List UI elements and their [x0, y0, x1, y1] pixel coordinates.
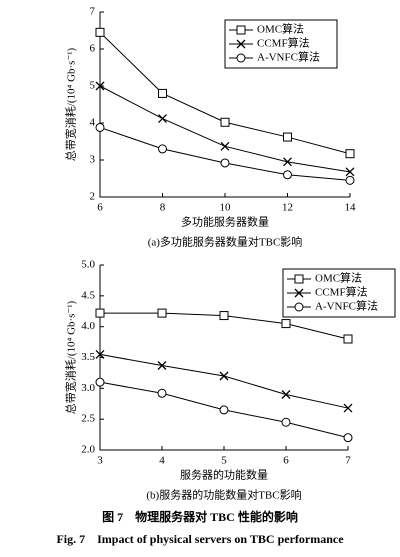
legend-label: A-VNFC算法 [257, 50, 320, 64]
y-tick-label: 4.0 [81, 320, 95, 332]
x-tick-label: 4 [159, 455, 165, 467]
x-tick-label: 6 [97, 202, 103, 214]
x-tick-label: 12 [282, 202, 293, 214]
marker [219, 405, 229, 415]
y-tick-label: 3 [90, 154, 96, 166]
marker [157, 361, 167, 370]
y-tick-label: 6 [90, 43, 96, 55]
y-tick-label: 3.5 [81, 351, 95, 363]
marker [236, 53, 246, 63]
marker [157, 388, 167, 398]
y-tick-label: 7 [90, 6, 96, 18]
marker [281, 319, 291, 329]
x-tick-label: 10 [220, 202, 232, 214]
marker [220, 158, 230, 168]
marker [158, 144, 167, 154]
marker [343, 334, 353, 344]
y-tick-label: 5 [90, 80, 96, 92]
marker [283, 132, 292, 142]
marker [95, 122, 105, 132]
y-tick-label: 5.0 [81, 259, 95, 271]
y-axis-label: 总带宽消耗/(10⁴ Gb·s⁻¹) [64, 47, 78, 161]
x-tick-label: 3 [97, 455, 103, 467]
legend-label: OMC算法 [315, 271, 362, 285]
marker [236, 25, 246, 35]
x-tick-label: 7 [345, 455, 351, 467]
y-tick-label: 4 [90, 117, 96, 129]
marker [343, 433, 353, 443]
marker [281, 417, 291, 427]
y-tick-label: 4.5 [81, 289, 95, 301]
legend-label: OMC算法 [257, 22, 304, 36]
x-axis-label: 服务器的功能数量 [180, 468, 268, 482]
y-tick-label: 2.5 [81, 413, 95, 425]
x-tick-label: 8 [160, 202, 166, 214]
x-tick-label: 14 [345, 202, 357, 214]
marker [283, 157, 292, 167]
marker [294, 288, 304, 298]
marker [95, 308, 105, 318]
y-tick-label: 2 [90, 191, 96, 203]
marker [95, 81, 105, 91]
legend-label: CCMF算法 [257, 36, 310, 50]
marker [220, 117, 230, 127]
marker [158, 114, 167, 124]
series-line [99, 126, 351, 181]
x-tick-label: 6 [283, 455, 289, 467]
marker [294, 274, 304, 284]
x-axis-label: 多功能服务器数量 [181, 215, 269, 229]
marker [219, 371, 229, 381]
caption: (a)多功能服务器数量对TBC影响 [148, 235, 303, 249]
marker [95, 349, 105, 359]
marker [157, 308, 167, 318]
legend-label: CCMF算法 [315, 285, 368, 299]
legend-label: A-VNFC算法 [315, 299, 378, 313]
marker [95, 27, 105, 37]
y-tick-label: 2.0 [81, 444, 95, 456]
marker [343, 403, 353, 413]
marker [345, 149, 355, 159]
figure-caption-zh: 图 7 物理服务器对 TBC 性能的影响 [102, 509, 298, 524]
marker [345, 167, 355, 177]
y-axis-label: 总带宽消耗/(10⁴ Gb·s⁻¹) [64, 300, 78, 414]
x-tick-label: 5 [221, 455, 227, 467]
series-line [99, 353, 349, 409]
marker [158, 88, 167, 98]
marker [219, 311, 229, 321]
figure-caption-en: Fig. 7 Impact of physical servers on TBC… [56, 532, 344, 546]
marker [281, 390, 291, 399]
marker [220, 141, 230, 151]
marker [95, 377, 105, 387]
marker [283, 170, 292, 180]
y-tick-label: 3.0 [81, 382, 95, 394]
caption: (b)服务器的功能数量对TBC影响 [146, 488, 301, 502]
marker [236, 39, 246, 49]
marker [345, 175, 355, 185]
marker [294, 302, 304, 312]
